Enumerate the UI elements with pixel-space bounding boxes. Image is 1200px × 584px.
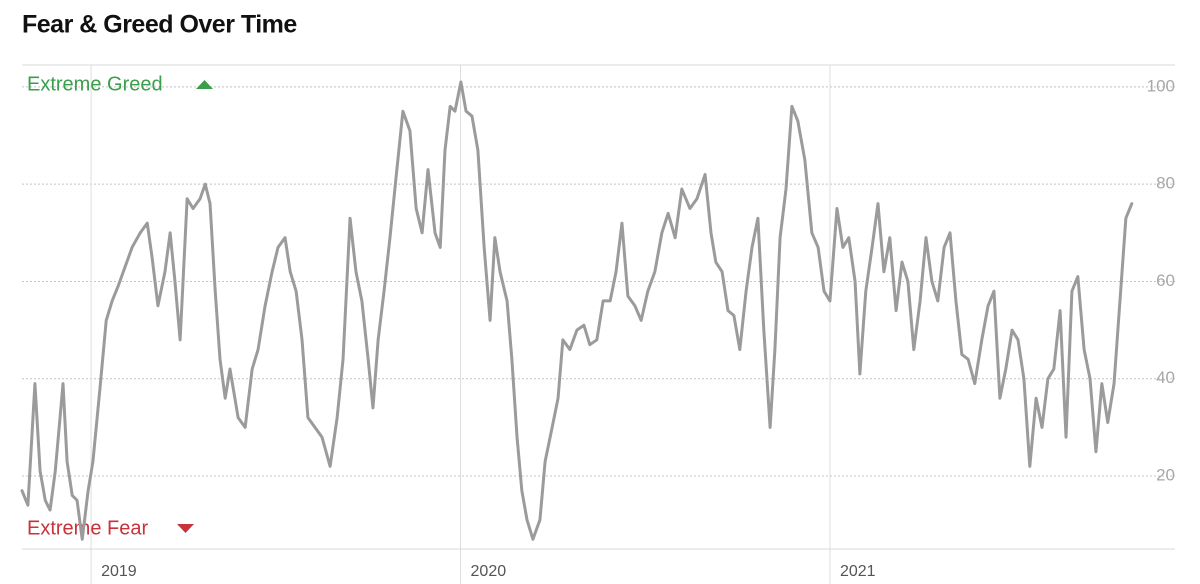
- x-tick-label: 2021: [840, 563, 876, 580]
- line-series: [20, 80, 1134, 541]
- annotation: Extreme Fear: [27, 517, 148, 539]
- y-tick-label: 100: [1147, 76, 1175, 95]
- x-tick-label: 2019: [101, 563, 137, 580]
- y-tick-label: 80: [1156, 174, 1175, 193]
- y-tick-label: 40: [1156, 368, 1175, 387]
- y-tick-label: 20: [1156, 466, 1175, 485]
- chart-title: Fear & Greed Over Time: [22, 11, 297, 39]
- annotation: Extreme Greed: [27, 73, 163, 95]
- up-triangle: [196, 80, 213, 89]
- y-tick-label: 60: [1156, 271, 1175, 290]
- down-triangle: [177, 524, 194, 533]
- x-tick-label: 2020: [471, 563, 507, 580]
